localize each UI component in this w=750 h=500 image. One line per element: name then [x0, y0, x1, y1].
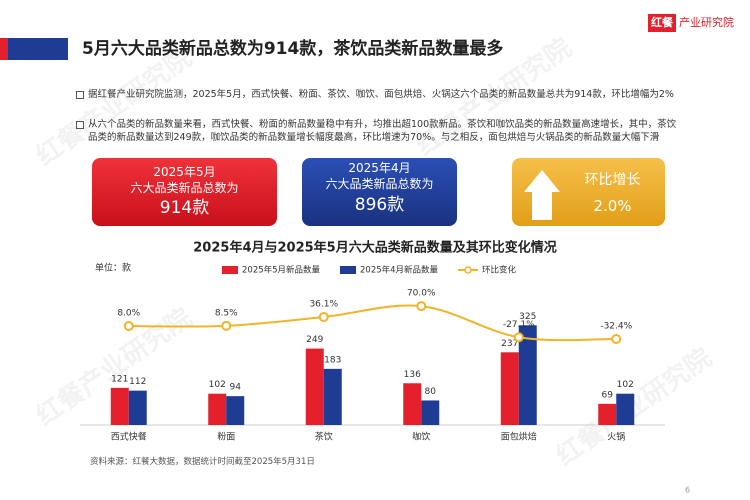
card-line: 六大品类新品总数为: [130, 181, 239, 195]
x-tick-label: 粉面: [217, 431, 235, 443]
line-point: [123, 321, 134, 331]
bar: [208, 393, 227, 425]
legend-swatch: [222, 266, 238, 274]
bar: [110, 387, 129, 425]
bar-label: 249: [306, 335, 323, 345]
page-number: 6: [685, 486, 690, 495]
watermark: 红餐产业研究院: [31, 42, 198, 172]
bar-label: 183: [324, 355, 341, 365]
bar: [518, 325, 537, 425]
accent: [0, 38, 8, 60]
card-line: 环比增长: [584, 172, 641, 188]
bar: [421, 400, 440, 425]
bar: [323, 368, 342, 425]
bar: [305, 348, 324, 425]
accent: [8, 38, 68, 60]
point-label: 36.1%: [309, 299, 338, 309]
line-point: [318, 311, 329, 322]
bar: [500, 352, 519, 425]
point-label: 8.0%: [117, 309, 140, 319]
x-tick-label: 面包烘焙: [501, 431, 537, 443]
x-tick-label: 西式快餐: [111, 431, 147, 443]
logo-mark: 红餐: [651, 15, 674, 29]
card-line: 2025年5月: [153, 165, 216, 179]
bar-label: 102: [617, 380, 634, 390]
point-label: -32.4%: [600, 321, 632, 331]
line-point: [513, 332, 524, 343]
bar-label: 237: [501, 339, 518, 349]
point-label: 8.5%: [215, 308, 238, 318]
bar: [598, 403, 617, 425]
legend-label: 2025年4月新品数量: [360, 265, 439, 276]
line-point: [611, 333, 622, 344]
bar: [226, 396, 245, 425]
bullet: 从六个品类的新品数量来看，西式快餐、粉面的新品数量稳中有升，均推出超100款新品…: [76, 119, 677, 143]
point-label: -27.1%: [503, 320, 535, 330]
bar: [403, 383, 422, 425]
x-tick-label: 咖饮: [412, 431, 430, 443]
point-label: 70.0%: [407, 289, 436, 299]
bar-label: 94: [230, 383, 242, 393]
bar-label: 325: [519, 312, 536, 322]
bar: [128, 390, 147, 425]
card: 2025年5月 六大品类新品总数为 914款: [92, 158, 277, 226]
x-tick-label: 火锅: [607, 432, 625, 443]
logo-box: [648, 14, 676, 32]
unit-label: 单位：款: [95, 262, 131, 274]
line: [128, 304, 617, 342]
bullet: 据红餐产业研究院监测，2025年5月，西式快餐、粉面、茶饮、咖饮、面包烘焙、火锅…: [76, 88, 678, 101]
bar-label: 112: [129, 377, 146, 387]
title: 5月六大品类新品总数为914款，茶饮品类新品数量最多: [82, 38, 503, 59]
footnote: 资料来源：红餐大数据，数据统计时间截至2025年5月31日: [90, 457, 315, 467]
bar-label: 136: [404, 370, 421, 380]
legend-swatch: [340, 266, 356, 274]
bar: [616, 393, 635, 425]
chart-title: 2025年4月与2025年5月六大品类新品数量及其环比变化情况: [193, 240, 556, 256]
x-tick-label: 茶饮: [315, 431, 333, 443]
card-value: 914款: [159, 198, 210, 218]
legend-swatch: [464, 266, 472, 274]
bar-label: 80: [425, 387, 437, 397]
legend-label: 2025年5月新品数量: [242, 265, 321, 276]
card-line: 2025年4月: [348, 161, 411, 175]
bar-label: 121: [111, 374, 128, 384]
card-value: 896款: [354, 195, 405, 215]
legend-label: 环比变化: [482, 265, 517, 276]
line-point: [416, 301, 427, 312]
card-line: 六大品类新品总数为: [325, 177, 434, 191]
card: 环比增长 2.0%: [512, 158, 665, 226]
logo-text: 产业研究院: [679, 15, 734, 29]
bar-label: 102: [209, 380, 226, 390]
card-value: 2.0%: [593, 197, 632, 215]
line-point: [221, 320, 232, 331]
card: 2025年4月 六大品类新品总数为 896款: [302, 158, 457, 226]
bar-label: 69: [602, 390, 614, 400]
